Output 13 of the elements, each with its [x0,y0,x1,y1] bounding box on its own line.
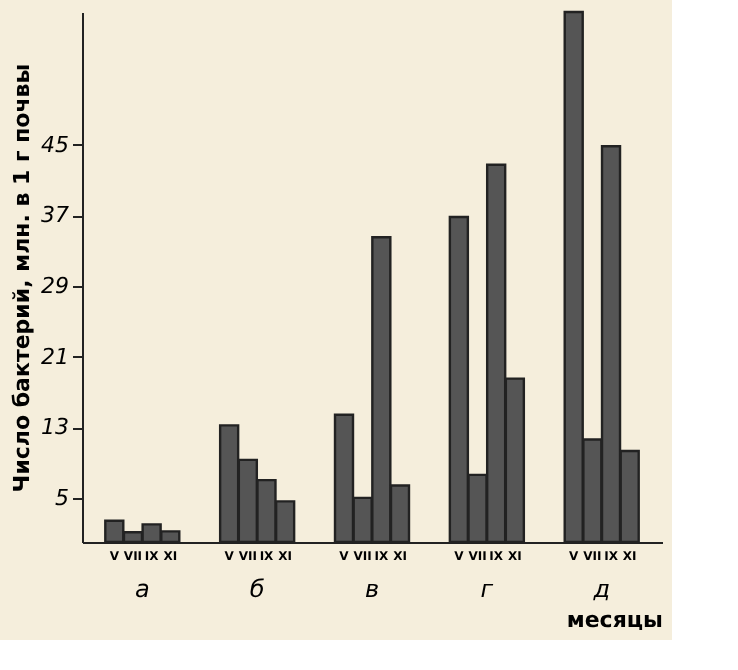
x-tick-label: д [591,575,610,603]
y-tick-label: 29 [41,272,69,299]
x-tick-label: в [364,575,380,603]
y-tick-label: 5 [55,484,69,511]
y-axis-title: Число бактерий, млн. в 1 г почвы [9,63,36,493]
x-tick-label: а [134,575,150,603]
y-tick-label: 37 [41,202,69,229]
x-axis-title: месяцы [566,607,664,633]
x-tick-label: б [249,575,266,603]
y-tick-label: 45 [41,131,69,158]
y-tick-label: 13 [41,414,69,441]
y-tick-label: 21 [41,343,69,370]
x-tick-label: г [480,575,495,603]
